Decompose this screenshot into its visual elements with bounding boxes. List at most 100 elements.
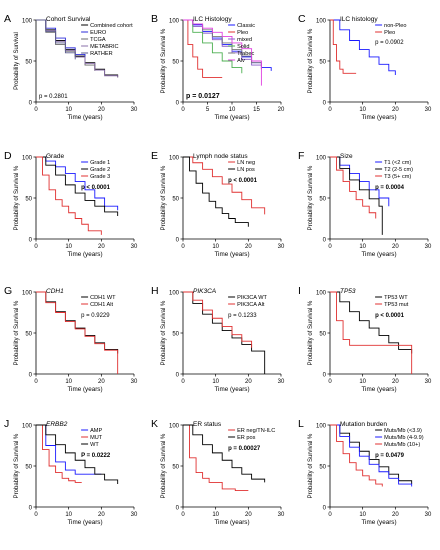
- y-axis-label: Probability of Survival %: [308, 433, 314, 498]
- legend-label: Muts/Mb (10+): [384, 442, 420, 448]
- y-tick-label: 100: [316, 18, 327, 24]
- x-tick-label: 0: [181, 379, 185, 385]
- panel-letter: C: [298, 13, 306, 25]
- panel-j: J ERBB2 0 50 100 0 10 20 30 Time (years) Probabili…: [4, 418, 138, 526]
- x-tick-label: 0: [181, 107, 185, 113]
- x-tick-label: 10: [212, 244, 219, 250]
- panel-letter: H: [151, 285, 159, 297]
- legend-label: ER pos: [237, 435, 256, 441]
- panel-letter: J: [4, 418, 9, 430]
- y-axis-label: Probability of Survival %: [308, 28, 314, 93]
- y-tick-label: 0: [176, 237, 180, 243]
- panel-c: C ILC histology 0 50 100 0 10 20 30 Time (years) P…: [298, 13, 432, 121]
- legend-label: PIK3CA Alt: [237, 302, 265, 308]
- x-axis-label: Time (years): [214, 386, 249, 393]
- legend-label: T2 (2-5 cm): [384, 167, 413, 173]
- y-axis-label: Probability of Survival %: [161, 165, 167, 230]
- y-tick-label: 0: [323, 100, 327, 106]
- x-tick-label: 10: [65, 107, 72, 113]
- x-axis-label: Time (years): [214, 519, 249, 526]
- x-tick-label: 20: [392, 512, 399, 518]
- panel-k: K ER status 0 50 100 0 10 20 30 Time (years) Proba…: [151, 418, 285, 526]
- y-tick-label: 100: [169, 155, 180, 161]
- survival-curve-1: [183, 291, 253, 348]
- survival-curve-1: [36, 424, 82, 483]
- survival-curve-0: [36, 156, 119, 211]
- y-tick-label: 0: [29, 505, 33, 511]
- x-tick-label: 0: [181, 244, 185, 250]
- x-tick-label: 30: [425, 244, 432, 250]
- legend-label: Muts/Mb (<3.9): [384, 428, 422, 434]
- x-tick-label: 20: [245, 244, 252, 250]
- panel-e: E Lymph node status 0 50 100 0 10 20 30 Time (yea…: [151, 150, 285, 258]
- chart-title: CDH1: [46, 288, 64, 295]
- x-tick-label: 0: [34, 512, 38, 518]
- p-value-annotation: p = 0.0004: [375, 185, 405, 191]
- y-tick-label: 50: [25, 464, 32, 470]
- chart-title: Grade: [46, 153, 64, 160]
- x-tick-label: 30: [131, 379, 138, 385]
- x-tick-label: 30: [278, 512, 285, 518]
- chart-title: TP53: [340, 288, 356, 295]
- x-axis-label: Time (years): [214, 251, 249, 258]
- legend-label: non-Pleo: [384, 23, 406, 29]
- p-value-annotation: p < 0.0001: [81, 185, 111, 191]
- legend-label: TP53 mut: [384, 302, 409, 308]
- x-axis-label: Time (years): [361, 114, 396, 121]
- y-tick-label: 0: [323, 372, 327, 378]
- y-axis-label: Probability of Survival: [14, 32, 20, 90]
- y-axis-label: Probability of Survival %: [308, 165, 314, 230]
- survival-curve-0: [183, 156, 266, 215]
- p-value-annotation: p < 0.0001: [375, 313, 405, 319]
- survival-curve-0: [330, 19, 396, 75]
- legend-label: mixed: [237, 37, 252, 43]
- x-tick-label: 0: [34, 107, 38, 113]
- x-tick-label: 20: [392, 244, 399, 250]
- x-tick-label: 10: [65, 244, 72, 250]
- p-value-annotation: p = 0.9229: [81, 313, 110, 319]
- x-axis-label: Time (years): [361, 251, 396, 258]
- y-tick-label: 100: [316, 155, 327, 161]
- legend-label: Pleo: [237, 30, 248, 36]
- x-tick-label: 0: [328, 512, 332, 518]
- legend-label: METABRIC: [90, 44, 119, 50]
- legend-label: LN neg: [237, 160, 255, 166]
- legend-label: MUT: [90, 435, 103, 441]
- y-tick-label: 100: [169, 423, 180, 429]
- chart-title: ILC Histology: [193, 16, 232, 23]
- survival-curve-1: [183, 424, 266, 483]
- panel-letter: I: [298, 285, 301, 297]
- legend-label: CDH1 Alt: [90, 302, 113, 308]
- y-tick-label: 0: [176, 100, 180, 106]
- panel-f: F Size 0 50 100 0 10 20 30 Time (years) Probabilit…: [298, 150, 432, 258]
- survival-curve-2: [330, 424, 383, 487]
- x-tick-label: 20: [245, 512, 252, 518]
- y-tick-label: 100: [22, 290, 33, 296]
- x-axis-label: Time (years): [361, 519, 396, 526]
- panel-l: L Mutation burden 0 50 100 0 10 20 30 Time (years…: [298, 418, 432, 526]
- y-tick-label: 50: [319, 59, 326, 65]
- y-tick-label: 50: [319, 331, 326, 337]
- y-tick-label: 0: [29, 100, 33, 106]
- survival-curve-3: [183, 19, 243, 74]
- y-tick-label: 0: [176, 505, 180, 511]
- p-value-annotation: p = 0.0902: [375, 40, 404, 46]
- y-axis-label: Probability of Survival %: [14, 300, 20, 365]
- panel-i: I TP53 0 50 100 0 10 20 30 Time (years) Probabilit…: [298, 285, 432, 393]
- y-axis-label: Probability of Survival %: [14, 433, 20, 498]
- x-tick-label: 30: [131, 512, 138, 518]
- legend-label: T3 (5+ cm): [384, 174, 411, 180]
- x-tick-label: 30: [278, 244, 285, 250]
- legend-label: Grade 1: [90, 160, 110, 166]
- panel-letter: K: [151, 418, 158, 430]
- x-tick-label: 20: [392, 107, 399, 113]
- survival-curve-0: [36, 424, 102, 475]
- survival-curve-1: [183, 19, 223, 78]
- y-tick-label: 50: [25, 196, 32, 202]
- chart-title: Lymph node status: [193, 153, 248, 160]
- x-tick-label: 10: [359, 379, 366, 385]
- legend-label: Alv: [237, 58, 245, 64]
- survival-curve-1: [330, 424, 413, 487]
- p-value-annotation: p < 0.0001: [228, 178, 258, 184]
